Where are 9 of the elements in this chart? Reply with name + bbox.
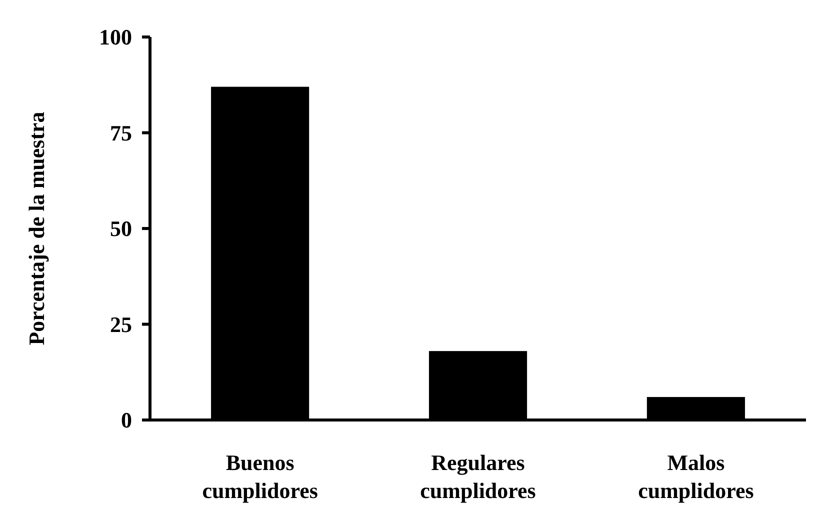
y-axis-title: Porcentaje de la muestra xyxy=(24,112,49,346)
y-tick-label: 0 xyxy=(121,408,132,433)
y-tick-label: 75 xyxy=(110,120,132,146)
x-tick-label: Regulares cumplidores xyxy=(420,450,536,503)
x-tick-label: Malos cumplidores xyxy=(638,450,754,503)
x-tick-label: Buenos cumplidores xyxy=(202,450,318,503)
y-tick-label: 100 xyxy=(99,24,132,50)
y-tick-label: 25 xyxy=(110,312,132,337)
y-tick-label: 50 xyxy=(110,216,132,242)
